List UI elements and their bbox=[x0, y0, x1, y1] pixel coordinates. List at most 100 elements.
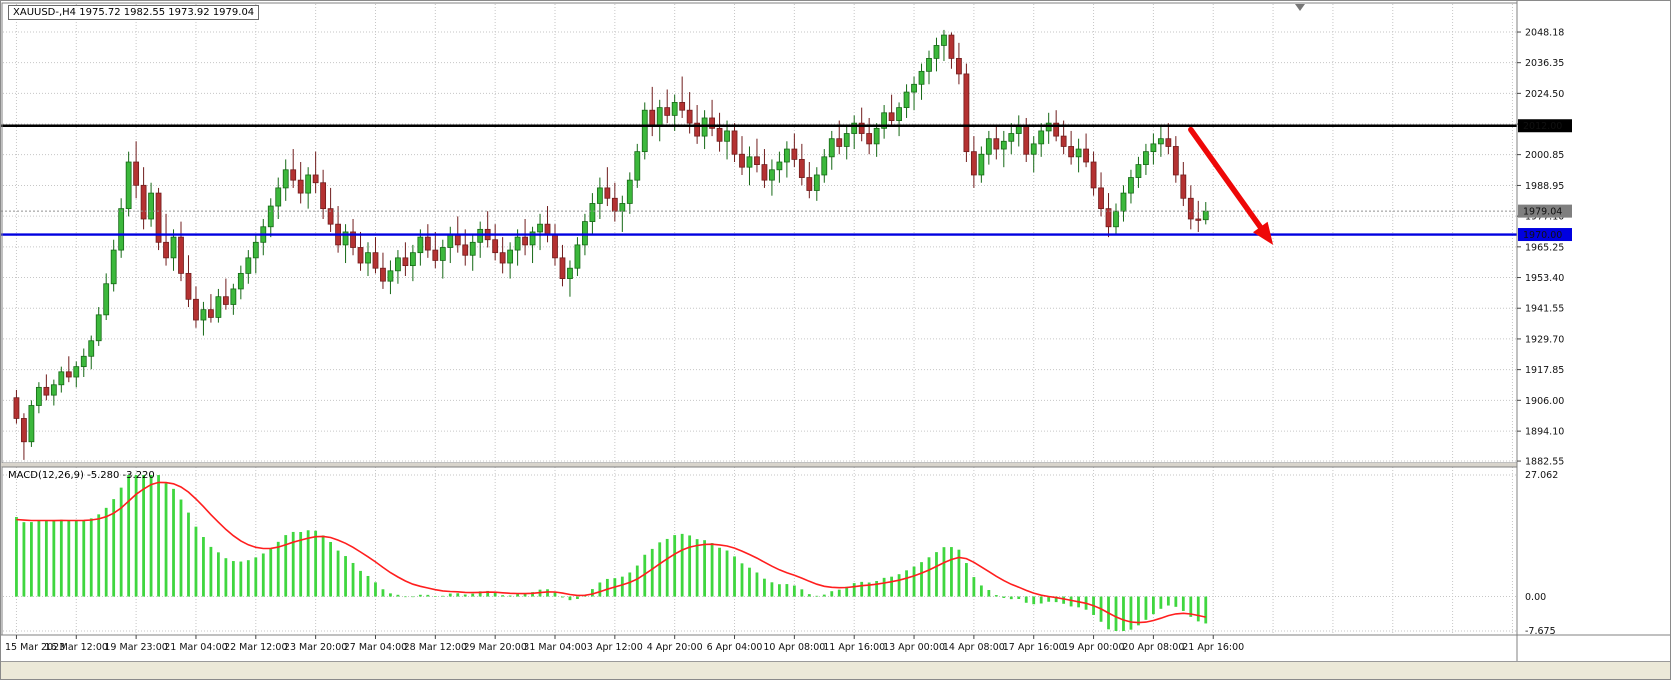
candle-body bbox=[1105, 208, 1112, 228]
candle-body bbox=[43, 386, 50, 396]
macd-histogram-bar bbox=[396, 594, 400, 597]
price-badge bbox=[1518, 119, 1572, 133]
candle-body bbox=[140, 184, 147, 220]
macd-histogram-bar bbox=[695, 539, 699, 597]
candle-body bbox=[365, 252, 371, 264]
macd-histogram-bar bbox=[22, 522, 26, 597]
candle-body bbox=[761, 164, 768, 181]
macd-histogram-bar bbox=[224, 558, 228, 597]
candle-body bbox=[312, 174, 319, 184]
macd-scale-max-label: 27.062 bbox=[1525, 470, 1558, 481]
macd-histogram-bar bbox=[314, 530, 318, 597]
candle-body bbox=[305, 174, 312, 194]
macd-histogram-bar bbox=[1024, 596, 1028, 603]
candle-body bbox=[851, 122, 858, 134]
candle-body bbox=[701, 117, 708, 137]
macd-histogram-bar bbox=[568, 596, 572, 601]
candle-body bbox=[402, 257, 409, 267]
price-badge-label: 1979.04 bbox=[1523, 207, 1562, 218]
price-tick-label: 1917.85 bbox=[1525, 365, 1564, 376]
annotation-layer[interactable] bbox=[1188, 126, 1274, 245]
macd-histogram-bar bbox=[119, 487, 123, 597]
candle-body bbox=[222, 296, 229, 305]
macd-histogram-bar bbox=[561, 596, 564, 598]
trend-arrow-annotation[interactable] bbox=[1188, 126, 1264, 230]
candle-body bbox=[409, 252, 416, 267]
candle-body bbox=[267, 205, 274, 228]
candle-body bbox=[686, 109, 693, 124]
panel-separator[interactable] bbox=[1, 463, 1517, 467]
candle-body bbox=[290, 169, 297, 181]
macd-histogram-bar bbox=[680, 533, 684, 597]
macd-histogram-bar bbox=[620, 576, 624, 597]
price-badge-label: 1970.00 bbox=[1523, 230, 1562, 241]
candle-body bbox=[926, 57, 932, 72]
candle-body bbox=[35, 386, 42, 406]
price-badge bbox=[1518, 228, 1572, 242]
candle-body bbox=[163, 241, 169, 259]
time-tick-label: 4 Apr 20:00 bbox=[647, 642, 703, 653]
hlines-layer[interactable] bbox=[1, 124, 1517, 236]
candle-body bbox=[806, 177, 813, 191]
candle-body bbox=[671, 102, 678, 116]
macd-histogram-bar bbox=[830, 591, 834, 597]
time-tick-label: 19 Apr 00:00 bbox=[1063, 642, 1125, 653]
macd-histogram-bar bbox=[815, 595, 819, 597]
candle-body bbox=[380, 267, 386, 282]
price-axis[interactable]: 2048.182036.352024.502012.652000.851988.… bbox=[1517, 28, 1572, 637]
macd-histogram-bar bbox=[1166, 596, 1170, 606]
time-tick-label: 11 Apr 16:00 bbox=[823, 642, 885, 653]
macd-histogram-bar bbox=[860, 581, 864, 597]
time-tick-label: 23 Mar 20:00 bbox=[284, 642, 347, 653]
macd-histogram-bar bbox=[770, 582, 774, 597]
candle-body bbox=[956, 57, 962, 75]
candle-body bbox=[282, 169, 289, 189]
macd-histogram-bar bbox=[1144, 596, 1148, 620]
candle-body bbox=[387, 270, 394, 282]
macd-histogram-bar bbox=[718, 547, 721, 597]
macd-histogram-bar bbox=[763, 578, 766, 597]
candle-body bbox=[731, 130, 738, 155]
candle-body bbox=[783, 148, 790, 163]
candle-body bbox=[888, 112, 895, 121]
macd-histogram-bar bbox=[164, 483, 168, 597]
candle-body bbox=[552, 234, 558, 259]
price-tick-label: 1882.55 bbox=[1525, 457, 1564, 468]
candle-body bbox=[589, 203, 596, 222]
macd-histogram-bar bbox=[1062, 596, 1066, 604]
macd-histogram-bar bbox=[1114, 596, 1118, 631]
candle-body bbox=[634, 151, 641, 181]
candle-body bbox=[95, 314, 102, 342]
candle-body bbox=[537, 223, 543, 233]
macd-histogram-bar bbox=[994, 595, 998, 597]
macd-histogram-bar bbox=[1009, 596, 1013, 600]
chart-symbol-ohlc-label: XAUUSD-,H4 1975.72 1982.55 1973.92 1979.… bbox=[8, 5, 260, 20]
candle-body bbox=[1090, 161, 1097, 189]
macd-histogram-bar bbox=[486, 590, 490, 597]
chart-shift-marker-icon[interactable] bbox=[1295, 4, 1305, 11]
candle-body bbox=[604, 187, 611, 199]
macd-histogram-bar bbox=[433, 596, 437, 598]
macd-histogram-bar bbox=[673, 535, 677, 597]
macd-histogram-bar bbox=[112, 499, 116, 597]
candle-body bbox=[230, 288, 237, 305]
candle-body bbox=[866, 133, 873, 145]
candle-body bbox=[320, 182, 327, 210]
shift-marker[interactable] bbox=[1295, 4, 1305, 11]
time-tick-label: 31 Mar 04:00 bbox=[523, 642, 586, 653]
macd-histogram-bar bbox=[748, 567, 751, 597]
candle-body bbox=[28, 405, 35, 443]
candle-body bbox=[155, 192, 162, 243]
time-tick-label: 21 Apr 16:00 bbox=[1182, 642, 1244, 653]
macd-histogram-bar bbox=[942, 547, 946, 597]
time-tick-label: 3 Apr 12:00 bbox=[587, 642, 643, 653]
macd-histogram-bar bbox=[890, 576, 893, 597]
macd-histogram-bar bbox=[366, 575, 370, 597]
candles-layer bbox=[13, 29, 1209, 460]
candle-body bbox=[709, 117, 715, 129]
macd-histogram-bar bbox=[284, 535, 288, 597]
macd-histogram-bar bbox=[822, 594, 826, 597]
